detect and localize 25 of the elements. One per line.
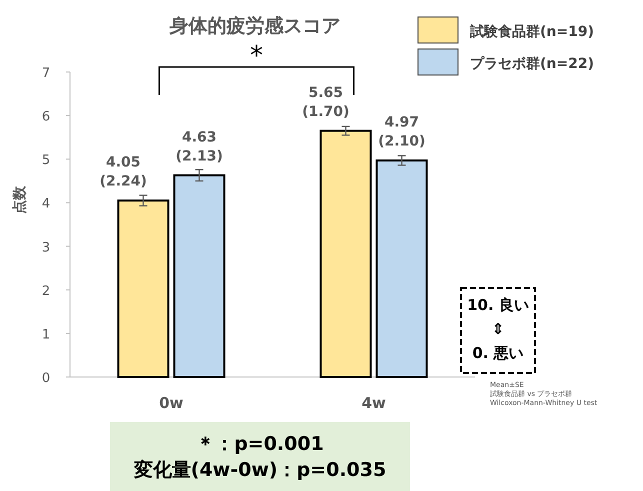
annotation: 10. 良い ⇕ 0. 悪い bbox=[467, 296, 529, 362]
legend-label: 試験食品群(n=19) bbox=[469, 23, 594, 40]
bar bbox=[376, 159, 428, 378]
x-tick-label: 0w bbox=[159, 394, 184, 412]
y-tick-label: 3 bbox=[42, 240, 50, 256]
x-tick-label: 4w bbox=[362, 394, 386, 412]
text: * bbox=[250, 41, 263, 71]
y-tick-label: 2 bbox=[42, 284, 50, 299]
y-tick-label: 5 bbox=[42, 153, 50, 168]
data-label: 5.65 (1.70) bbox=[302, 84, 350, 120]
y-tick-label: 4 bbox=[42, 196, 50, 212]
bar bbox=[320, 130, 372, 378]
y-tick-label: 0 bbox=[42, 371, 50, 386]
bar bbox=[117, 200, 170, 378]
y-tick-label: 1 bbox=[42, 327, 50, 342]
data-label: 4.05 (2.24) bbox=[100, 154, 147, 190]
y-tick-label: 6 bbox=[42, 110, 50, 125]
y-axis-title: 点数 bbox=[12, 185, 28, 214]
bar bbox=[173, 174, 226, 378]
data-label: 4.97 (2.10) bbox=[378, 114, 426, 150]
y-tick-label: 7 bbox=[42, 66, 50, 81]
chart-title: 身体的疲労感スコア bbox=[168, 15, 340, 37]
legend-label: プラセボ群(n=22) bbox=[470, 55, 594, 72]
text: ＊：p=0.001 変化量(4w-0w)：p=0.035 bbox=[132, 433, 386, 481]
data-label: 4.63 (2.13) bbox=[176, 129, 223, 164]
